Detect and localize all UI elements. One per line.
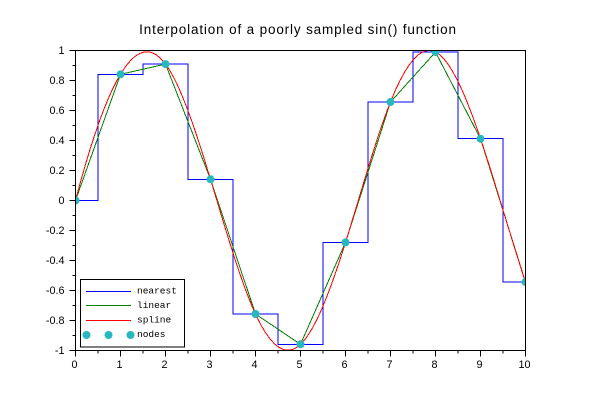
svg-text:-0.4: -0.4	[46, 255, 65, 267]
svg-text:nodes: nodes	[137, 329, 166, 340]
svg-text:3: 3	[206, 359, 212, 371]
svg-text:0.6: 0.6	[49, 105, 64, 117]
svg-text:9: 9	[476, 359, 482, 371]
svg-text:7: 7	[386, 359, 392, 371]
svg-text:0: 0	[71, 359, 77, 371]
svg-text:spline: spline	[137, 315, 172, 326]
svg-text:1: 1	[116, 359, 122, 371]
svg-text:10: 10	[518, 359, 530, 371]
svg-text:0: 0	[58, 195, 64, 207]
svg-text:-0.6: -0.6	[46, 285, 65, 297]
svg-text:2: 2	[161, 359, 167, 371]
svg-text:Interpolation of a poorly samp: Interpolation of a poorly sampled sin() …	[139, 22, 457, 37]
svg-text:linear: linear	[137, 300, 171, 311]
svg-text:-0.2: -0.2	[46, 225, 65, 237]
svg-text:6: 6	[341, 359, 347, 371]
svg-text:0.8: 0.8	[49, 75, 64, 87]
svg-text:nearest: nearest	[137, 286, 177, 297]
svg-text:5: 5	[296, 359, 302, 371]
svg-text:-0.8: -0.8	[46, 315, 65, 327]
svg-text:8: 8	[431, 359, 437, 371]
svg-text:1: 1	[58, 45, 64, 57]
svg-text:0.2: 0.2	[49, 165, 64, 177]
svg-text:0.4: 0.4	[49, 135, 64, 147]
svg-text:-1: -1	[55, 345, 65, 357]
svg-text:4: 4	[251, 359, 257, 371]
